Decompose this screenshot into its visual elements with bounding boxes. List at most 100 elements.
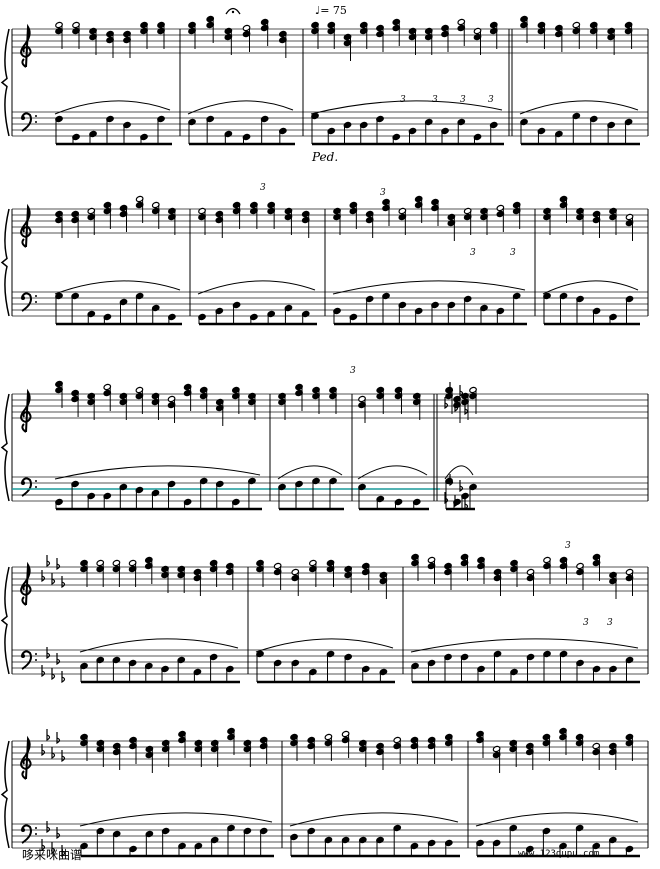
bass-clef-icon xyxy=(21,650,32,670)
note-head xyxy=(592,553,601,561)
note-head xyxy=(128,559,137,567)
brace xyxy=(0,208,10,317)
brace xyxy=(0,566,10,675)
bass-clef-icon xyxy=(21,477,32,497)
note-head xyxy=(248,392,256,400)
note-head xyxy=(290,733,298,741)
note-head xyxy=(559,195,568,203)
note-head xyxy=(427,736,436,744)
note-head xyxy=(324,733,333,741)
note-head xyxy=(311,21,319,29)
note-head xyxy=(225,562,234,570)
note-head xyxy=(71,210,80,218)
note-head xyxy=(473,27,482,35)
note-head xyxy=(412,392,421,400)
note-head xyxy=(210,739,219,747)
tuplet-label: 3 xyxy=(470,248,476,258)
note-head xyxy=(492,745,501,753)
flat-sign-icon xyxy=(46,821,51,834)
note-head xyxy=(135,386,144,394)
note-head xyxy=(609,207,617,215)
note-head xyxy=(80,733,88,741)
bass-clef-icon xyxy=(21,654,25,658)
treble-clef-icon xyxy=(20,735,32,780)
note-head xyxy=(575,733,584,741)
note-head xyxy=(398,207,407,215)
tuplet-label: 3 xyxy=(510,248,516,258)
note-head xyxy=(183,383,192,391)
note-head xyxy=(308,559,317,567)
note-head xyxy=(477,556,485,564)
flat-sign-icon xyxy=(46,729,51,742)
flat-sign-icon xyxy=(61,671,66,684)
note-head xyxy=(326,559,335,567)
note-head xyxy=(72,21,80,29)
flat-sign-icon xyxy=(46,647,51,660)
note-head xyxy=(249,201,258,209)
note-head xyxy=(151,201,160,209)
note-head xyxy=(453,395,461,403)
slur xyxy=(357,465,428,480)
note-head xyxy=(445,386,453,394)
flat-sign-icon xyxy=(41,839,46,852)
note-head xyxy=(394,386,403,394)
note-head xyxy=(543,556,551,564)
note-head xyxy=(543,207,551,215)
note-head xyxy=(469,386,477,394)
note-head xyxy=(359,21,368,29)
bass-clef-dot xyxy=(35,833,37,835)
note-head xyxy=(87,392,96,400)
note-head xyxy=(447,213,456,221)
tuplet-label: 3 xyxy=(260,183,266,193)
tuplet-label: 3 xyxy=(583,618,589,628)
note-head xyxy=(376,742,384,750)
bass-clef-icon xyxy=(21,112,32,132)
bass-clef-icon xyxy=(21,824,32,844)
slur xyxy=(410,638,639,653)
note-head xyxy=(145,745,154,753)
note-head xyxy=(607,27,616,35)
bass-clef-dot xyxy=(35,486,37,488)
note-head xyxy=(55,380,63,388)
flat-sign-icon xyxy=(464,498,469,511)
note-head xyxy=(510,559,518,567)
note-head xyxy=(476,730,484,738)
note-head xyxy=(123,30,131,38)
note-head xyxy=(344,565,353,573)
note-head xyxy=(106,30,114,38)
note-head xyxy=(625,733,634,741)
note-head xyxy=(267,201,276,209)
slur xyxy=(54,100,171,115)
note-head xyxy=(576,562,584,570)
note-head xyxy=(151,392,160,400)
treble-clef-icon xyxy=(20,203,32,248)
note-head xyxy=(198,207,206,215)
note-head xyxy=(509,739,518,747)
slur xyxy=(289,812,459,827)
note-head xyxy=(589,21,598,29)
note-head xyxy=(365,210,374,218)
note-head xyxy=(188,21,196,29)
bass-clef-icon xyxy=(21,828,25,832)
slur xyxy=(444,465,474,480)
flat-sign-icon xyxy=(61,750,66,763)
note-head xyxy=(608,742,617,750)
note-head xyxy=(559,556,568,564)
note-head xyxy=(144,556,153,564)
bass-clef-dot xyxy=(35,659,37,661)
note-head xyxy=(312,386,320,394)
note-head xyxy=(119,204,128,212)
flat-sign-icon xyxy=(41,570,46,583)
tuplet-label: 3 xyxy=(607,618,613,628)
note-head xyxy=(112,742,121,750)
note-head xyxy=(89,27,97,35)
bass-clef-icon xyxy=(21,481,25,485)
note-head xyxy=(376,386,385,394)
treble-clef-icon xyxy=(20,388,32,433)
note-head xyxy=(358,739,367,747)
note-head xyxy=(463,207,472,215)
flat-sign-icon xyxy=(51,668,56,681)
tuplet-label: 3 xyxy=(488,95,494,105)
